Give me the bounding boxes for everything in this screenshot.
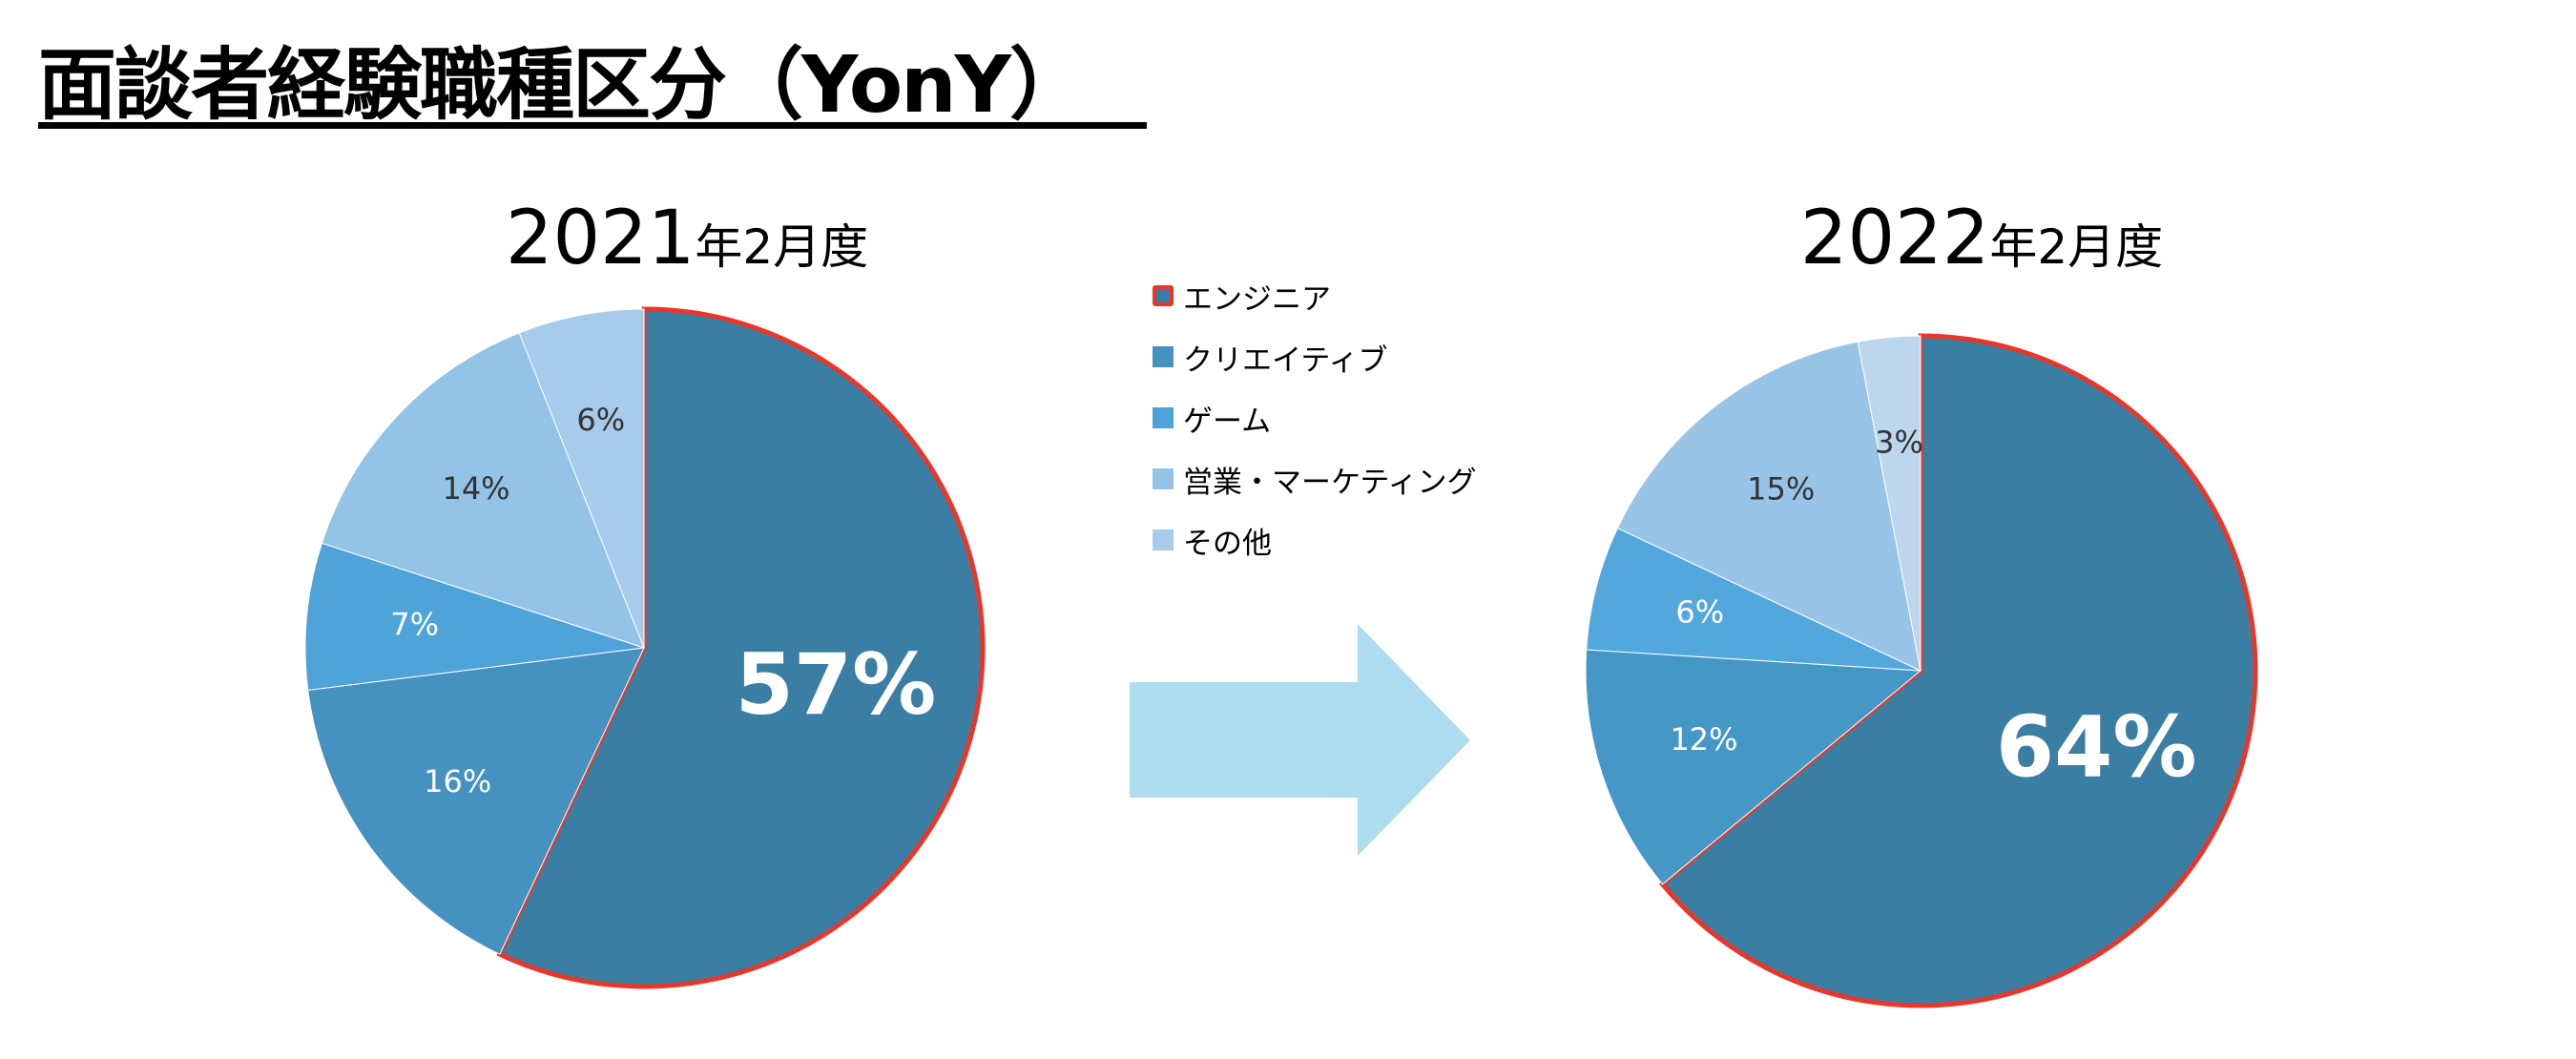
pie-chart-2021: 57% 16% 7% 14% 6% (304, 306, 986, 989)
legend-item-sales-marketing: 営業・マーケティング (1153, 448, 1477, 509)
pie-slice-sales-marketing (321, 332, 645, 649)
title-underline (38, 122, 1147, 129)
data-label-other: 3% (1875, 424, 1923, 460)
legend-label: ゲーム (1183, 404, 1272, 439)
pie-slice-game (304, 542, 645, 692)
pie-slice-game (1586, 527, 1922, 672)
page-title: 面談者経験職種区分（YonY） (38, 40, 1088, 131)
data-label-engineer: 64% (1996, 698, 2197, 797)
highlight-outline (1659, 333, 2258, 1008)
chart-title-2022: 2022年2月度 (1648, 191, 2316, 295)
data-label-sales-marketing: 14% (442, 470, 509, 507)
pie-slice-creative (307, 647, 645, 955)
data-label-game: 6% (1675, 594, 1724, 631)
pie-slice-other (1857, 335, 1922, 672)
pie-slice-creative (1585, 649, 1922, 885)
legend-label: 営業・マーケティング (1183, 465, 1477, 500)
chart-year-suffix: 年2月度 (695, 219, 869, 275)
data-label-other: 6% (576, 402, 625, 438)
legend-item-game: ゲーム (1153, 387, 1477, 448)
legend-item-creative: クリエイティブ (1153, 326, 1477, 387)
right-arrow-icon (1130, 624, 1470, 856)
legend: エンジニア クリエイティブ ゲーム 営業・マーケティング その他 (1153, 265, 1477, 571)
chart-title-2021: 2021年2月度 (353, 191, 1021, 295)
legend-swatch (1153, 468, 1174, 489)
legend-label: クリエイティブ (1183, 343, 1388, 378)
legend-swatch (1153, 407, 1174, 428)
data-label-creative: 16% (424, 763, 491, 799)
data-label-game: 7% (390, 606, 439, 642)
pie-slice-sales-marketing (1616, 341, 1922, 672)
highlight-outline (496, 306, 986, 989)
legend-swatch (1153, 530, 1174, 550)
legend-label: その他 (1183, 526, 1272, 561)
pie-slice-other (518, 308, 645, 649)
pie-chart-2022: 64% 12% 6% 15% 3% (1585, 333, 2258, 1008)
legend-label: エンジニア (1183, 281, 1331, 317)
data-label-sales-marketing: 15% (1747, 470, 1815, 507)
legend-swatch (1153, 285, 1174, 306)
legend-swatch (1153, 346, 1174, 367)
data-label-engineer: 57% (736, 635, 937, 734)
chart-year: 2022 (1799, 196, 1990, 281)
data-label-creative: 12% (1670, 721, 1737, 758)
chart-year-suffix: 年2月度 (1989, 219, 2164, 275)
legend-item-engineer: エンジニア (1153, 265, 1477, 326)
chart-year: 2021 (505, 196, 696, 281)
legend-item-other: その他 (1153, 509, 1477, 571)
